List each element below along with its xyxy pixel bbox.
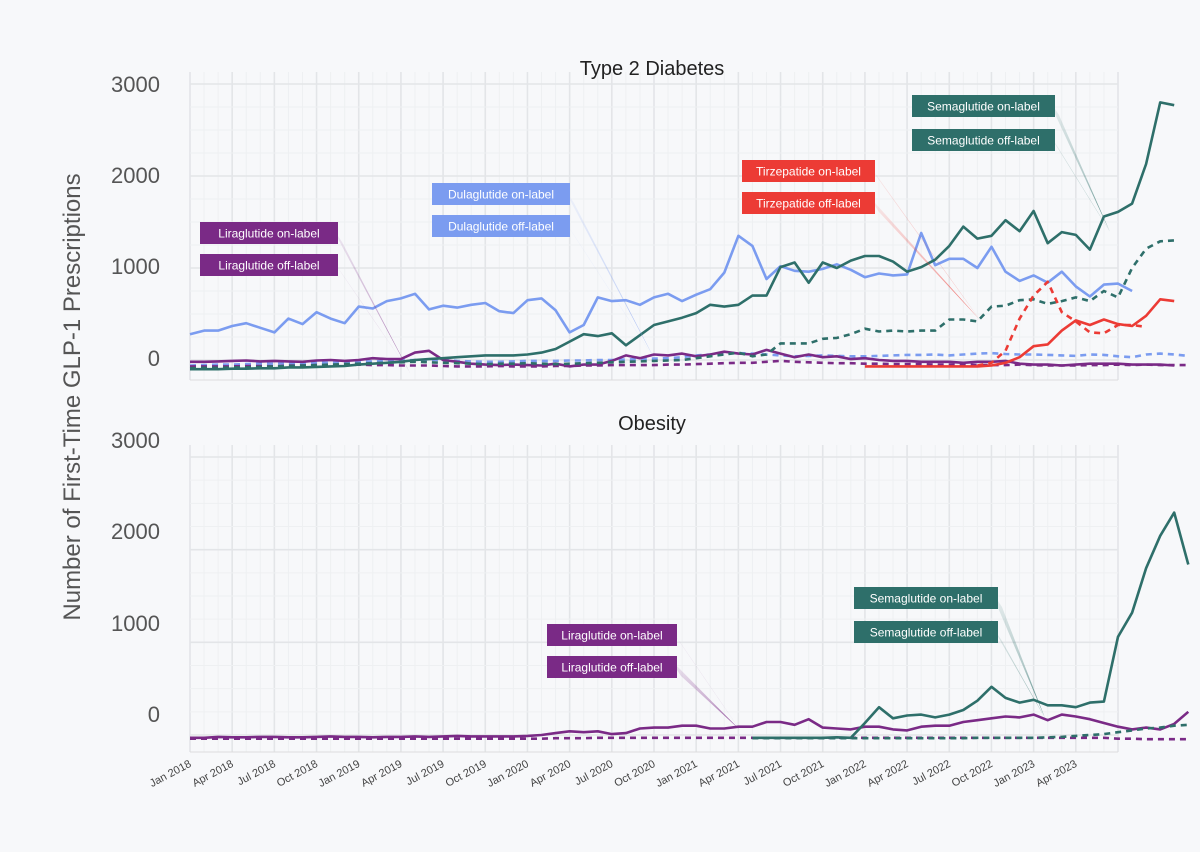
series-semaglutide-off-label (189, 239, 1175, 370)
y-axis-label: Number of First-Time GLP-1 Prescriptions (59, 173, 86, 620)
annotation-arrow (562, 217, 655, 360)
panel-obesity: Obesity 0 1000 2000 3000 Liraglutide on-label… (111, 413, 1190, 790)
series-dulaglutide-off-label (189, 351, 1189, 367)
annotation-label: Tirzepatide on-label (756, 165, 861, 179)
annotation-label: Liraglutide off-label (218, 259, 319, 273)
annotation-arrow (1047, 97, 1110, 232)
panel-title: Obesity (618, 413, 686, 435)
annotation-semaglutide-on-label: Semaglutide on-label (912, 95, 1110, 232)
x-tick-label: Oct 2019 (444, 758, 489, 790)
y-tick-label: 2000 (111, 163, 160, 188)
annotation-label: Tirzepatide off-label (756, 197, 861, 211)
annotation-label: Dulaglutide off-label (448, 220, 554, 234)
annotation-semaglutide-on-label: Semaglutide on-label (854, 587, 1045, 718)
annotation-box (547, 656, 677, 678)
annotation-dulaglutide-on-label: Dulaglutide on-label (432, 183, 655, 360)
annotation-tirzepatide-on-label: Tirzepatide on-label (742, 160, 980, 320)
y-tick-label: 0 (148, 702, 160, 727)
x-tick-label: Jul 2019 (404, 758, 446, 788)
y-tick-label: 3000 (111, 72, 160, 97)
series-liraglutide-off-label (190, 736, 1189, 741)
annotation-semaglutide-off-label: Semaglutide off-label (912, 129, 1110, 232)
annotation-liraglutide-on-label: Liraglutide on-label (547, 624, 740, 730)
annotation-arrow (330, 224, 410, 373)
x-tick-label: Jul 2020 (573, 758, 615, 788)
annotation-label: Liraglutide on-label (561, 629, 662, 643)
series-liraglutide-on-label (190, 710, 1190, 740)
x-tick-label: Oct 2021 (781, 758, 826, 790)
x-tick-label: Oct 2022 (950, 758, 995, 790)
annotation-label: Semaglutide off-label (927, 134, 1040, 148)
series-semaglutide-off-label (752, 723, 1189, 740)
x-tick-label: Oct 2018 (275, 758, 320, 790)
x-tick-label: Jul 2018 (235, 758, 277, 788)
annotation-label: Semaglutide off-label (870, 626, 983, 640)
annotation-arrow (990, 623, 1045, 718)
x-tick-label: Jan 2019 (317, 758, 363, 790)
x-tick-label: Apr 2018 (191, 758, 236, 790)
annotation-arrow (867, 194, 980, 320)
x-tick-label: Apr 2019 (359, 758, 404, 790)
annotation-arrow (990, 589, 1045, 718)
x-tick-label: Jan 2020 (485, 758, 531, 790)
y-tick-label: 0 (148, 346, 160, 371)
annotation-arrow (1047, 131, 1110, 232)
annotation-box (912, 129, 1055, 151)
annotation-liraglutide-off-label: Liraglutide off-label (200, 254, 410, 373)
panel-type-2-diabetes: Type 2 Diabetes 0 1000 2000 3000 Liraglutide … (111, 58, 1189, 381)
series-dulaglutide-on-label (189, 231, 1133, 336)
annotation-semaglutide-off-label: Semaglutide off-label (854, 621, 1045, 718)
x-tick-label: Oct 2020 (612, 758, 657, 790)
y-tick-label: 1000 (111, 254, 160, 279)
series-tirzepatide-off-label (977, 280, 1147, 367)
annotation-box (854, 621, 998, 643)
annotation-liraglutide-off-label: Liraglutide off-label (547, 656, 740, 730)
y-tick-label: 1000 (111, 611, 160, 636)
annotation-liraglutide-on-label: Liraglutide on-label (200, 222, 410, 373)
annotation-box (432, 183, 570, 205)
y-tick-label: 2000 (111, 519, 160, 544)
annotation-arrow (669, 658, 740, 730)
x-tick-label: Jan 2022 (823, 758, 869, 790)
x-tick-label: Jan 2018 (148, 758, 194, 790)
x-tick-label: Jul 2021 (742, 758, 784, 788)
annotation-arrow (669, 626, 740, 730)
annotation-box (854, 587, 998, 609)
y-tick-label: 3000 (111, 428, 160, 453)
annotation-arrow (562, 185, 655, 360)
annotation-box (432, 215, 570, 237)
annotation-box (200, 222, 338, 244)
annotation-box (742, 160, 875, 182)
x-tick-label: Jan 2023 (991, 758, 1037, 790)
annotation-dulaglutide-off-label: Dulaglutide off-label (432, 215, 655, 360)
annotation-box (912, 95, 1055, 117)
x-tick-label: Apr 2022 (865, 758, 910, 790)
series-semaglutide-on-label (752, 511, 1190, 740)
annotation-tirzepatide-off-label: Tirzepatide off-label (742, 192, 980, 320)
annotation-arrow (330, 256, 410, 373)
annotation-label: Semaglutide on-label (927, 100, 1040, 114)
annotation-label: Semaglutide on-label (870, 592, 983, 606)
x-tick-label: Apr 2021 (697, 758, 742, 790)
panel-title: Type 2 Diabetes (580, 58, 725, 80)
x-tick-label: Apr 2023 (1034, 758, 1079, 790)
annotation-label: Dulaglutide on-label (448, 188, 554, 202)
series-semaglutide-on-label (190, 101, 1175, 371)
x-tick-label: Jul 2022 (910, 758, 952, 788)
annotation-box (547, 624, 677, 646)
series-tirzepatide-on-label (864, 297, 1175, 368)
x-tick-label: Apr 2020 (528, 758, 573, 790)
annotation-label: Liraglutide on-label (218, 227, 319, 241)
annotation-arrow (867, 162, 980, 320)
x-tick-label: Jan 2021 (654, 758, 700, 790)
annotation-box (200, 254, 338, 276)
annotation-label: Liraglutide off-label (561, 661, 662, 675)
annotation-box (742, 192, 875, 214)
